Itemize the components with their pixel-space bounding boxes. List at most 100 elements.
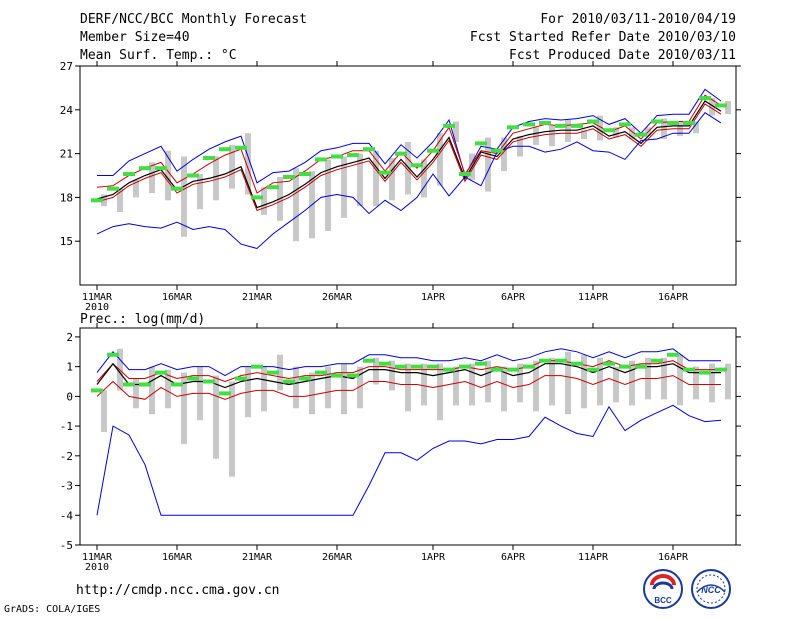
spread-bar xyxy=(101,390,107,433)
x-tick-label: 1APR xyxy=(421,552,446,563)
x-tick-label: 11MAR xyxy=(82,552,113,563)
spread-bar xyxy=(693,121,699,134)
obs-marker xyxy=(123,172,135,177)
series-line-lower_quartile xyxy=(96,103,722,212)
obs-marker xyxy=(587,367,599,372)
obs-marker xyxy=(283,379,295,384)
obs-marker xyxy=(587,119,599,124)
obs-marker xyxy=(667,352,679,357)
obs-marker xyxy=(427,364,439,369)
obs-marker xyxy=(267,370,279,375)
spread-bar xyxy=(661,357,667,400)
obs-marker xyxy=(651,119,663,124)
spread-bar xyxy=(293,168,299,242)
spread-bar xyxy=(309,372,315,415)
obs-marker xyxy=(539,358,551,363)
spread-bar xyxy=(405,363,411,412)
spread-bar xyxy=(165,369,171,409)
temp-variable-label: Mean Surf. Temp.: °C xyxy=(80,48,237,63)
obs-marker xyxy=(491,367,503,372)
spread-bar xyxy=(725,363,731,400)
obs-marker xyxy=(283,174,295,179)
obs-marker xyxy=(347,373,359,378)
x-tick-label: 21MAR xyxy=(242,552,273,563)
spread-bar xyxy=(133,179,139,198)
x-tick-label: 26MAR xyxy=(322,552,353,563)
obs-marker xyxy=(267,185,279,190)
obs-marker xyxy=(667,120,679,125)
spread-bar xyxy=(629,360,635,406)
obs-marker xyxy=(619,364,631,369)
y-tick-label: -3 xyxy=(60,480,73,493)
obs-marker xyxy=(555,123,567,128)
obs-marker xyxy=(331,373,343,378)
obs-marker xyxy=(203,379,215,384)
obs-marker xyxy=(603,361,615,366)
spread-bar xyxy=(389,157,395,201)
y-tick-label: 0 xyxy=(66,390,73,403)
obs-marker xyxy=(155,370,167,375)
spread-bar xyxy=(549,125,555,147)
bcc-logo: BCC xyxy=(642,568,684,610)
spread-bar xyxy=(437,133,443,186)
x-tick-label: 16APR xyxy=(658,292,689,303)
forecast-produced: Fcst Produced Date 2010/03/11 xyxy=(509,48,736,63)
obs-marker xyxy=(379,361,391,366)
y-tick-label: 15 xyxy=(60,235,73,248)
obs-marker xyxy=(715,103,727,108)
panel-precipitation: -5 -4 -3 -2 -1 0 1 2 11MAR 16MAR 21MAR 26MAR 1APR 6AP… xyxy=(60,323,741,573)
spread-bar xyxy=(229,381,235,477)
spread-bar xyxy=(613,366,619,403)
obs-marker xyxy=(411,163,423,168)
obs-marker xyxy=(443,123,455,128)
obs-marker xyxy=(299,172,311,177)
x-tick-label: 21MAR xyxy=(242,292,273,303)
spread-bar xyxy=(405,141,411,195)
spread-bar xyxy=(501,366,507,412)
x-tick-label: 1APR xyxy=(421,292,446,303)
x-tick-label: 11MAR xyxy=(82,292,113,303)
spread-bar xyxy=(709,98,715,116)
plot-frame xyxy=(79,65,737,286)
obs-marker xyxy=(331,154,343,159)
obs-marker xyxy=(363,147,375,152)
obs-marker xyxy=(443,367,455,372)
spread-bar xyxy=(325,159,331,231)
source-url[interactable]: http://cmdp.ncc.cma.gov.cn xyxy=(76,583,280,598)
spread-bar xyxy=(565,351,571,415)
obs-marker xyxy=(619,122,631,127)
obs-marker xyxy=(427,148,439,153)
spread-bar xyxy=(501,137,507,172)
obs-marker xyxy=(571,123,583,128)
spread-bar xyxy=(533,360,539,412)
series-line-mean xyxy=(96,100,722,209)
year-label: 2010 xyxy=(85,302,109,313)
obs-marker xyxy=(203,155,215,160)
x-tick-label: 16MAR xyxy=(162,292,193,303)
spread-bar xyxy=(293,366,299,409)
spread-bar xyxy=(661,118,667,139)
obs-marker xyxy=(171,186,183,191)
ncc-logo-text: NCC xyxy=(701,585,721,595)
x-tick-label: 6APR xyxy=(501,292,526,303)
obs-marker xyxy=(635,364,647,369)
obs-marker xyxy=(459,172,471,177)
spread-bar xyxy=(181,156,187,237)
obs-marker xyxy=(299,376,311,381)
spread-bar xyxy=(341,363,347,415)
obs-marker xyxy=(715,367,727,372)
obs-marker xyxy=(235,376,247,381)
spread-bar xyxy=(597,115,603,141)
y-tick-label: 21 xyxy=(60,148,73,161)
spread-bar xyxy=(389,360,395,391)
obs-marker xyxy=(251,364,263,369)
chart-title: DERF/NCC/BCC Monthly Forecast xyxy=(80,12,307,27)
spread-bar xyxy=(165,150,171,201)
spread-bar xyxy=(117,188,123,212)
series-line-lower_quartile xyxy=(96,375,721,400)
spread-bar xyxy=(229,144,235,189)
obs-marker xyxy=(475,361,487,366)
spread-bar xyxy=(453,366,459,406)
obs-marker xyxy=(539,120,551,125)
